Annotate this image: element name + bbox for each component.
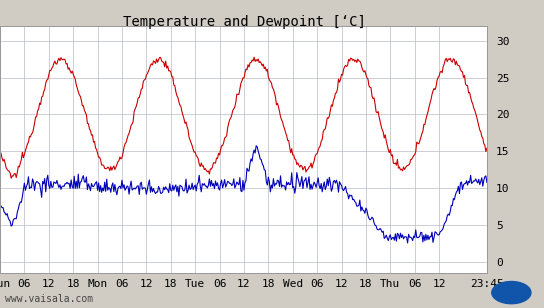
Text: Temperature and Dewpoint [‘C]: Temperature and Dewpoint [‘C] [123,14,366,29]
Circle shape [492,282,531,304]
Text: www.vaisala.com: www.vaisala.com [5,294,94,304]
